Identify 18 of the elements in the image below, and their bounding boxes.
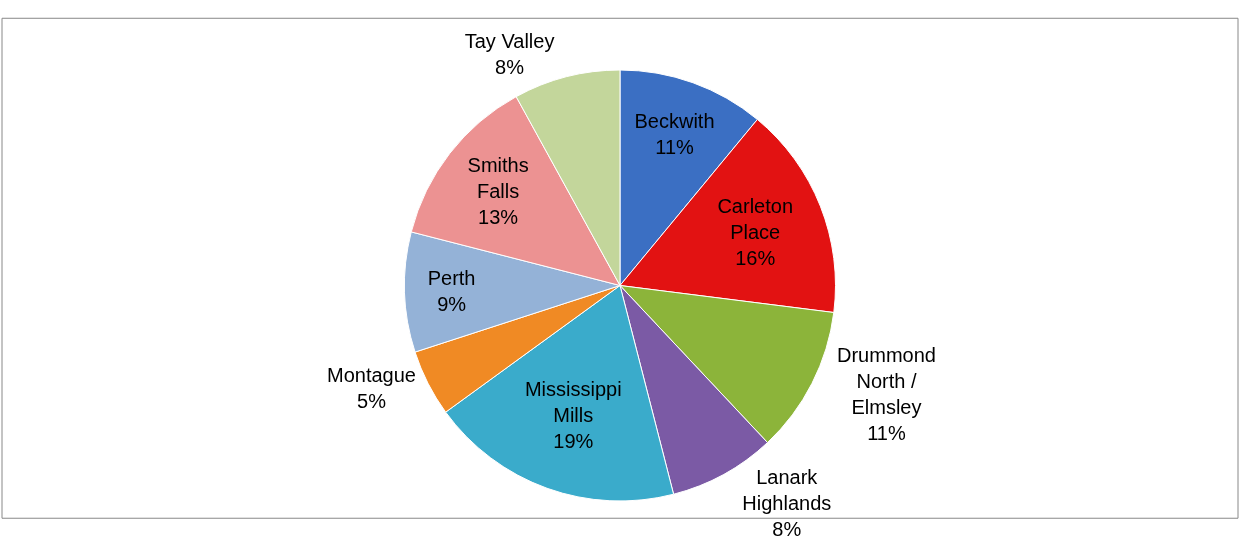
data-label: 16% bbox=[735, 246, 776, 269]
slice-label: Perth bbox=[427, 266, 476, 289]
data-label: 5% bbox=[357, 390, 387, 413]
data-label: 13% bbox=[478, 205, 519, 228]
slice-label: Smiths Falls bbox=[467, 153, 529, 202]
slice-label: Beckwith bbox=[634, 110, 715, 133]
slice-label: Montague bbox=[327, 364, 416, 387]
data-label: 8% bbox=[772, 517, 802, 540]
data-label: 19% bbox=[553, 430, 594, 453]
data-label: 11% bbox=[655, 136, 695, 159]
slice-label: Tay Valley bbox=[464, 30, 555, 53]
slice-label: Lanark Highlands bbox=[742, 465, 832, 514]
slice-label: Carleton Place bbox=[717, 194, 794, 243]
data-label: 9% bbox=[437, 292, 467, 315]
data-label: 11% bbox=[867, 421, 906, 444]
slice-label: Mississippi Mills bbox=[524, 378, 622, 427]
slice-label: Drummond North / Elmsley bbox=[837, 343, 936, 418]
data-label: 8% bbox=[495, 56, 525, 79]
